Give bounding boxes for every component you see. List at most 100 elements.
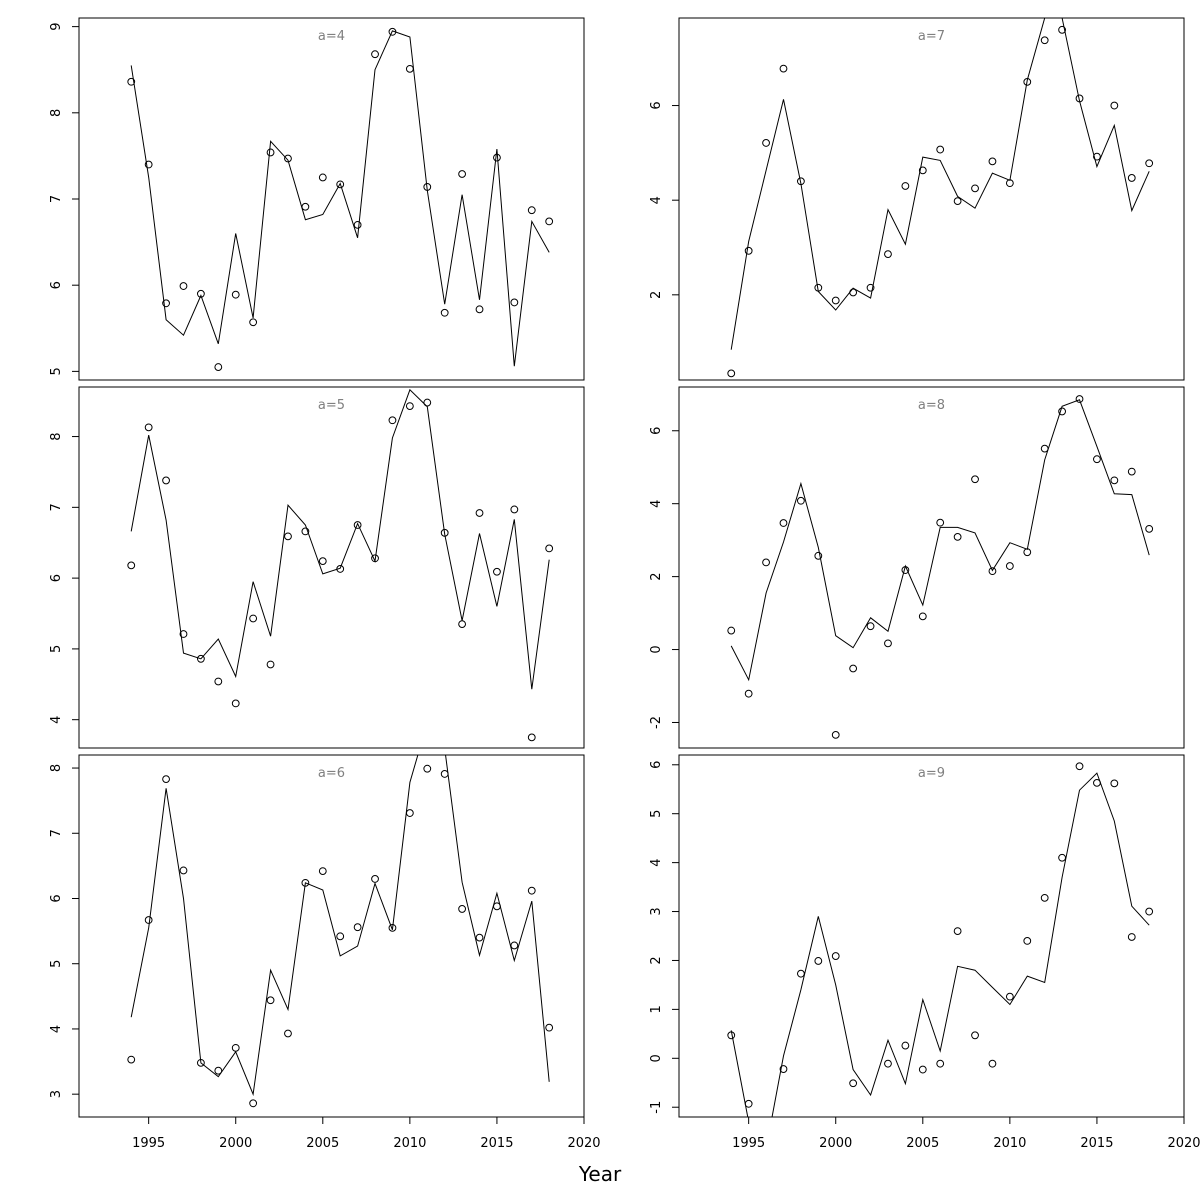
data-point	[162, 775, 170, 784]
data-point	[127, 77, 136, 86]
x-axis-title: Year	[578, 1162, 622, 1186]
data-point	[1145, 524, 1154, 533]
y-tick-label: 3	[649, 907, 664, 915]
data-point	[196, 289, 205, 298]
data-point	[127, 1055, 136, 1064]
data-point	[336, 565, 345, 573]
data-point	[796, 969, 805, 978]
y-tick-label: 8	[49, 109, 64, 117]
data-point	[744, 246, 753, 255]
y-tick-label: 5	[649, 810, 664, 818]
x-tick-label: 2005	[306, 1136, 339, 1151]
data-point	[371, 875, 379, 883]
data-point	[301, 202, 310, 211]
data-point	[1145, 907, 1154, 916]
y-tick-label: 1	[649, 1005, 664, 1013]
plot-area	[727, 395, 1154, 739]
data-point	[918, 612, 927, 621]
data-point	[727, 1031, 736, 1040]
data-point	[423, 398, 432, 407]
data-point	[475, 305, 484, 314]
data-point	[440, 528, 449, 537]
data-point	[179, 282, 188, 290]
data-point	[493, 567, 501, 576]
data-point	[510, 941, 519, 950]
plot-area	[727, 762, 1154, 1117]
y-tick-label: 3	[49, 1090, 64, 1098]
panel-1: a=4 5 6 7 8 9	[49, 17, 585, 381]
data-point	[849, 288, 858, 297]
data-point	[196, 654, 205, 663]
data-point	[405, 809, 414, 817]
data-point	[1110, 476, 1119, 485]
data-point	[814, 957, 823, 965]
data-point	[231, 290, 240, 299]
data-point	[458, 620, 467, 629]
data-point	[545, 1023, 554, 1032]
data-point	[301, 878, 310, 887]
plot-frame	[78, 386, 585, 749]
panel-2: a=5 4 5 6 7 8	[49, 386, 585, 749]
data-point	[779, 64, 788, 73]
data-point	[214, 363, 223, 371]
data-point	[953, 197, 962, 206]
data-point	[1110, 779, 1119, 788]
data-point	[231, 1043, 240, 1052]
data-point	[918, 1065, 927, 1074]
data-point	[353, 521, 362, 529]
y-tick-label: 4	[49, 716, 64, 724]
data-point	[301, 527, 310, 536]
data-point	[196, 1058, 205, 1067]
x-tick-label: 1995	[732, 1136, 765, 1151]
y-tick-label: 0	[649, 645, 664, 653]
data-point	[371, 554, 379, 563]
data-point	[266, 660, 275, 669]
y-tick-label: 5	[49, 645, 64, 653]
data-point	[405, 402, 414, 411]
data-point	[527, 733, 536, 742]
data-point	[527, 206, 536, 215]
data-point	[936, 145, 945, 154]
data-point	[953, 532, 962, 541]
data-point	[744, 689, 753, 698]
data-point	[527, 886, 536, 895]
data-point	[884, 639, 892, 648]
data-point	[353, 220, 362, 229]
series-line	[730, 772, 1150, 1117]
data-point	[388, 923, 397, 932]
y-tick-label: -1	[649, 1101, 664, 1114]
y-tick-label: 7	[49, 503, 64, 511]
data-point	[988, 1059, 997, 1068]
panel-title: a=5	[318, 398, 345, 413]
data-point	[831, 296, 840, 305]
data-point	[1093, 778, 1101, 787]
data-point	[744, 1099, 753, 1108]
x-tick-label: 2000	[219, 1136, 252, 1151]
plot-frame	[678, 17, 1185, 381]
data-point	[1005, 179, 1014, 188]
data-point	[1110, 101, 1119, 110]
data-point	[249, 318, 258, 327]
data-point	[796, 177, 805, 186]
data-point	[918, 166, 927, 175]
data-point	[144, 160, 153, 169]
series-line	[130, 755, 550, 1097]
data-point	[884, 1059, 892, 1068]
data-point	[1023, 936, 1032, 945]
data-point	[214, 1066, 223, 1075]
data-point	[1127, 174, 1136, 182]
x-tick-label: 1995	[132, 1136, 165, 1151]
plot-area	[727, 18, 1154, 378]
data-point	[545, 217, 554, 226]
series-line	[730, 399, 1150, 682]
y-tick-label: 6	[49, 894, 64, 902]
y-tick-label: 6	[649, 101, 664, 109]
series-line	[730, 18, 1150, 350]
y-tick-label: 8	[49, 764, 64, 772]
data-point	[988, 157, 997, 166]
series-line	[130, 30, 550, 367]
y-tick-label: -2	[649, 716, 664, 729]
data-point	[493, 902, 501, 911]
data-point	[475, 933, 484, 942]
data-point	[144, 423, 153, 432]
